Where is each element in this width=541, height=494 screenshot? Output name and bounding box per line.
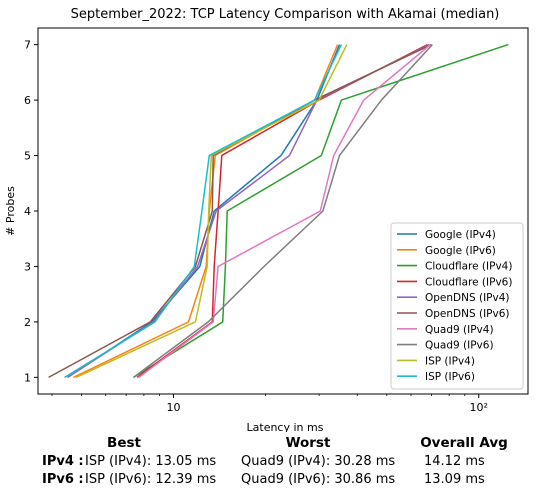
stats-avg-value: 14.12 ms bbox=[424, 454, 485, 469]
y-tick-label: 1 bbox=[24, 371, 31, 384]
series-line-8 bbox=[75, 44, 348, 379]
x-axis: 10 10² bbox=[51, 394, 488, 414]
legend-entry: OpenDNS (IPv6) bbox=[425, 308, 510, 320]
y-tick-label: 7 bbox=[24, 39, 31, 52]
x-axis-label: Latency in ms bbox=[247, 421, 324, 432]
plot-area bbox=[48, 43, 509, 379]
series-line-3 bbox=[136, 43, 428, 379]
stats-best-value: ISP (IPv4): 13.05 ms bbox=[85, 454, 217, 469]
legend-entry: ISP (IPv4) bbox=[425, 355, 475, 367]
legend-entry: OpenDNS (IPv4) bbox=[425, 292, 510, 304]
legend-entry: ISP (IPv6) bbox=[425, 371, 475, 383]
series-line-6 bbox=[138, 44, 431, 379]
x-tick-label: 10² bbox=[470, 401, 488, 414]
y-tick-label: 6 bbox=[24, 94, 31, 107]
legend-entry: Quad9 (IPv4) bbox=[425, 324, 494, 336]
stats-avg-value: 13.09 ms bbox=[424, 472, 485, 487]
legend-box bbox=[390, 222, 524, 390]
y-axis: 1 2 3 4 5 6 7 bbox=[24, 39, 38, 384]
stats-header-worst: Worst bbox=[285, 435, 331, 451]
series-line-9 bbox=[64, 44, 343, 379]
y-tick-label: 2 bbox=[24, 316, 31, 329]
y-axis-label: # Probes bbox=[4, 186, 17, 236]
stats-row-label: IPv4 : bbox=[42, 454, 84, 469]
stats-row-ipv6: IPv6 : ISP (IPv6): 12.39 ms Quad9 (IPv6)… bbox=[0, 472, 541, 490]
legend-entry: Google (IPv6) bbox=[425, 245, 496, 257]
stats-row-label: IPv6 : bbox=[42, 472, 84, 487]
stats-header-avg: Overall Avg bbox=[420, 435, 508, 451]
stats-worst-value: Quad9 (IPv6): 30.86 ms bbox=[241, 472, 396, 487]
x-tick-label: 10 bbox=[166, 401, 180, 414]
series-line-2 bbox=[133, 43, 509, 379]
stats-best-value: ISP (IPv6): 12.39 ms bbox=[85, 472, 217, 487]
y-tick-label: 5 bbox=[24, 150, 31, 163]
legend-entry: Quad9 (IPv6) bbox=[425, 340, 494, 352]
stats-worst-value: Quad9 (IPv4): 30.28 ms bbox=[241, 454, 396, 469]
latency-chart: September_2022: TCP Latency Comparison w… bbox=[4, 7, 529, 432]
chart-title: September_2022: TCP Latency Comparison w… bbox=[71, 7, 500, 22]
legend-entry: Cloudflare (IPv6) bbox=[425, 276, 512, 288]
legend-entry: Google (IPv4) bbox=[425, 229, 496, 241]
stats-table: Best Worst Overall Avg IPv4 : ISP (IPv4)… bbox=[0, 432, 541, 494]
stats-header-best: Best bbox=[107, 435, 141, 451]
series-line-5 bbox=[48, 43, 432, 379]
series-line-4 bbox=[67, 43, 430, 379]
legend-entry: Cloudflare (IPv4) bbox=[425, 261, 512, 273]
legend: Google (IPv4) Google (IPv6) Cloudflare (IP… bbox=[390, 222, 524, 390]
y-tick-label: 4 bbox=[24, 205, 31, 218]
stats-row-ipv4: IPv4 : ISP (IPv4): 13.05 ms Quad9 (IPv4)… bbox=[0, 454, 541, 472]
y-tick-label: 3 bbox=[24, 260, 31, 273]
series-line-7 bbox=[133, 44, 433, 379]
